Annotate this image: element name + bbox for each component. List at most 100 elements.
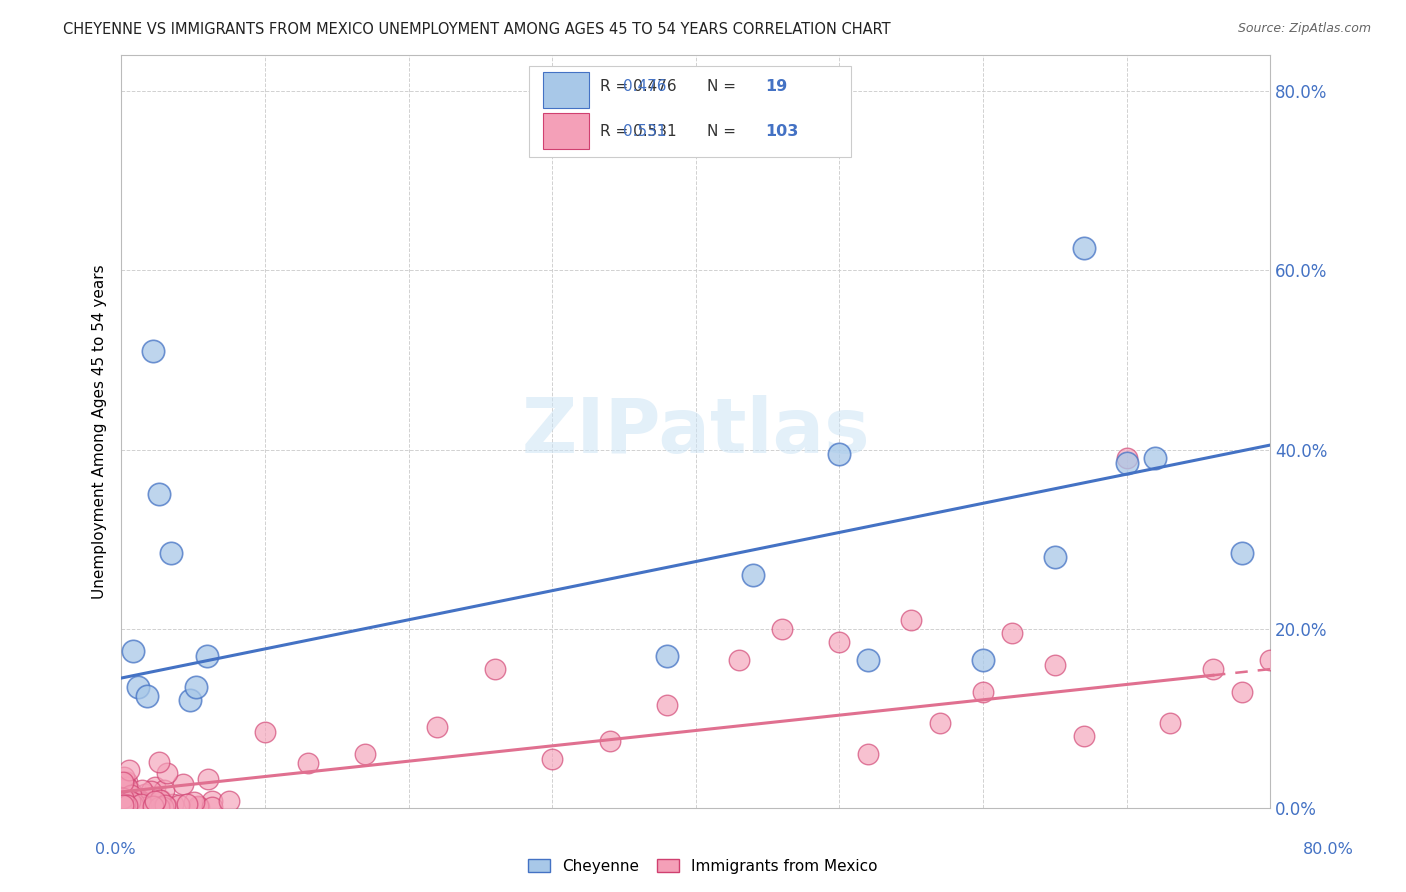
Point	[156, 765, 179, 780]
Point	[118, 797, 141, 811]
Point	[1001, 626, 1024, 640]
Point	[1230, 545, 1253, 559]
Point	[129, 794, 152, 808]
Point	[118, 763, 141, 777]
Point	[134, 799, 156, 814]
Point	[143, 794, 166, 808]
Point	[179, 693, 201, 707]
Point	[1202, 662, 1225, 676]
Point	[129, 795, 152, 809]
Point	[484, 662, 506, 676]
Text: 19: 19	[765, 79, 787, 95]
Point	[125, 797, 148, 811]
Point	[201, 794, 224, 808]
Point	[134, 790, 156, 805]
Point	[112, 779, 135, 793]
Point	[728, 653, 751, 667]
Point	[120, 795, 142, 809]
Point	[1159, 715, 1181, 730]
Text: R = 0.476: R = 0.476	[600, 79, 678, 95]
Point	[122, 790, 145, 805]
Point	[149, 793, 172, 807]
Point	[218, 793, 240, 807]
Point	[120, 788, 142, 802]
Point	[120, 798, 142, 813]
Point	[136, 689, 159, 703]
Point	[1274, 698, 1296, 712]
Point	[142, 790, 165, 805]
Point	[135, 800, 157, 814]
Text: 0.0%: 0.0%	[96, 842, 135, 856]
Point	[1115, 451, 1137, 466]
Point	[1115, 456, 1137, 470]
Point	[188, 799, 211, 814]
Point	[128, 797, 150, 812]
Point	[297, 756, 319, 771]
Point	[1073, 241, 1095, 255]
Point	[426, 720, 449, 734]
Point	[152, 800, 174, 814]
FancyBboxPatch shape	[543, 113, 589, 149]
Point	[148, 487, 170, 501]
Point	[183, 795, 205, 809]
Point	[354, 747, 377, 762]
Point	[900, 613, 922, 627]
Point	[122, 796, 145, 810]
Point	[929, 715, 952, 730]
Point	[138, 799, 160, 814]
Point	[176, 797, 198, 811]
Text: N =: N =	[707, 124, 737, 138]
Point	[111, 797, 134, 812]
Point	[1073, 729, 1095, 743]
Point	[134, 795, 156, 809]
Text: 103: 103	[765, 124, 799, 138]
Point	[114, 797, 136, 811]
Point	[125, 793, 148, 807]
Point	[114, 797, 136, 812]
Text: CHEYENNE VS IMMIGRANTS FROM MEXICO UNEMPLOYMENT AMONG AGES 45 TO 54 YEARS CORREL: CHEYENNE VS IMMIGRANTS FROM MEXICO UNEMP…	[63, 22, 891, 37]
Point	[112, 791, 135, 805]
Point	[111, 786, 134, 800]
Point	[121, 797, 143, 812]
Text: N =: N =	[707, 79, 737, 95]
Point	[118, 794, 141, 808]
Point	[115, 775, 138, 789]
Legend: Cheyenne, Immigrants from Mexico: Cheyenne, Immigrants from Mexico	[523, 853, 883, 880]
Text: R = 0.531: R = 0.531	[600, 124, 678, 138]
Point	[1043, 550, 1066, 565]
Point	[120, 790, 142, 805]
FancyBboxPatch shape	[529, 66, 851, 157]
Point	[541, 752, 564, 766]
Point	[148, 756, 170, 770]
Point	[156, 799, 179, 814]
Point	[655, 698, 678, 712]
Point	[121, 644, 143, 658]
Point	[1230, 684, 1253, 698]
Text: 0.531: 0.531	[623, 124, 666, 138]
Point	[115, 800, 138, 814]
Point	[114, 777, 136, 791]
Point	[112, 798, 135, 813]
Point	[187, 799, 209, 814]
Point	[160, 545, 183, 559]
Point	[131, 782, 153, 797]
Point	[143, 780, 166, 794]
Point	[856, 747, 879, 762]
Point	[1260, 653, 1282, 667]
Text: Source: ZipAtlas.com: Source: ZipAtlas.com	[1237, 22, 1371, 36]
Point	[111, 797, 134, 811]
Point	[115, 797, 138, 811]
Point	[131, 797, 153, 812]
Point	[148, 800, 170, 814]
Point	[134, 798, 156, 813]
Point	[111, 783, 134, 797]
Point	[197, 648, 219, 663]
Point	[184, 680, 207, 694]
Point	[120, 785, 142, 799]
Point	[114, 800, 136, 814]
Point	[972, 653, 994, 667]
Point	[742, 568, 765, 582]
Point	[828, 635, 851, 649]
FancyBboxPatch shape	[543, 71, 589, 108]
Point	[112, 770, 135, 784]
